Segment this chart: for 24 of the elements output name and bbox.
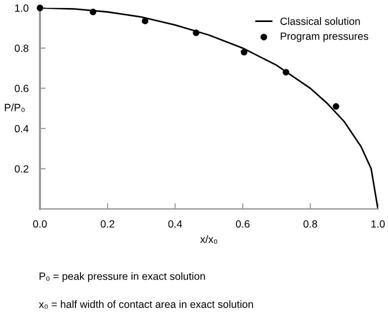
- text: x₀ = half width of contact area in exact solution: [38, 300, 253, 309]
- point: [36, 4, 44, 12]
- point: [192, 30, 200, 36]
- y-tick-label: 0.4: [14, 125, 29, 132]
- y-tick-label: 0.6: [14, 84, 28, 92]
- y-tick-label: 0.2: [14, 165, 28, 173]
- point: [332, 103, 340, 110]
- y-tick-label: 1.0: [15, 4, 28, 12]
- point: [142, 18, 148, 24]
- legend-label: Program pressures: [280, 32, 368, 42]
- legend-label: Classical solution: [280, 17, 360, 25]
- y-axis-title: P/P₀: [4, 104, 25, 112]
- point: [282, 68, 290, 76]
- x-tick-label: 0.6: [236, 220, 250, 228]
- point: [90, 8, 96, 16]
- y-tick-label: 0.8: [14, 44, 28, 52]
- x-tick-label: 0.0: [33, 220, 47, 228]
- text: P₀ = peak pressure in exact solution: [40, 272, 205, 282]
- x-axis-title: x/x₀: [200, 235, 218, 244]
- x-tick-label: 1.0: [371, 220, 385, 228]
- x-tick-label: 0.4: [168, 220, 182, 228]
- x-tick-label: 0.2: [100, 220, 114, 228]
- x-tick-label: 0.8: [303, 220, 318, 228]
- point: [240, 48, 248, 56]
